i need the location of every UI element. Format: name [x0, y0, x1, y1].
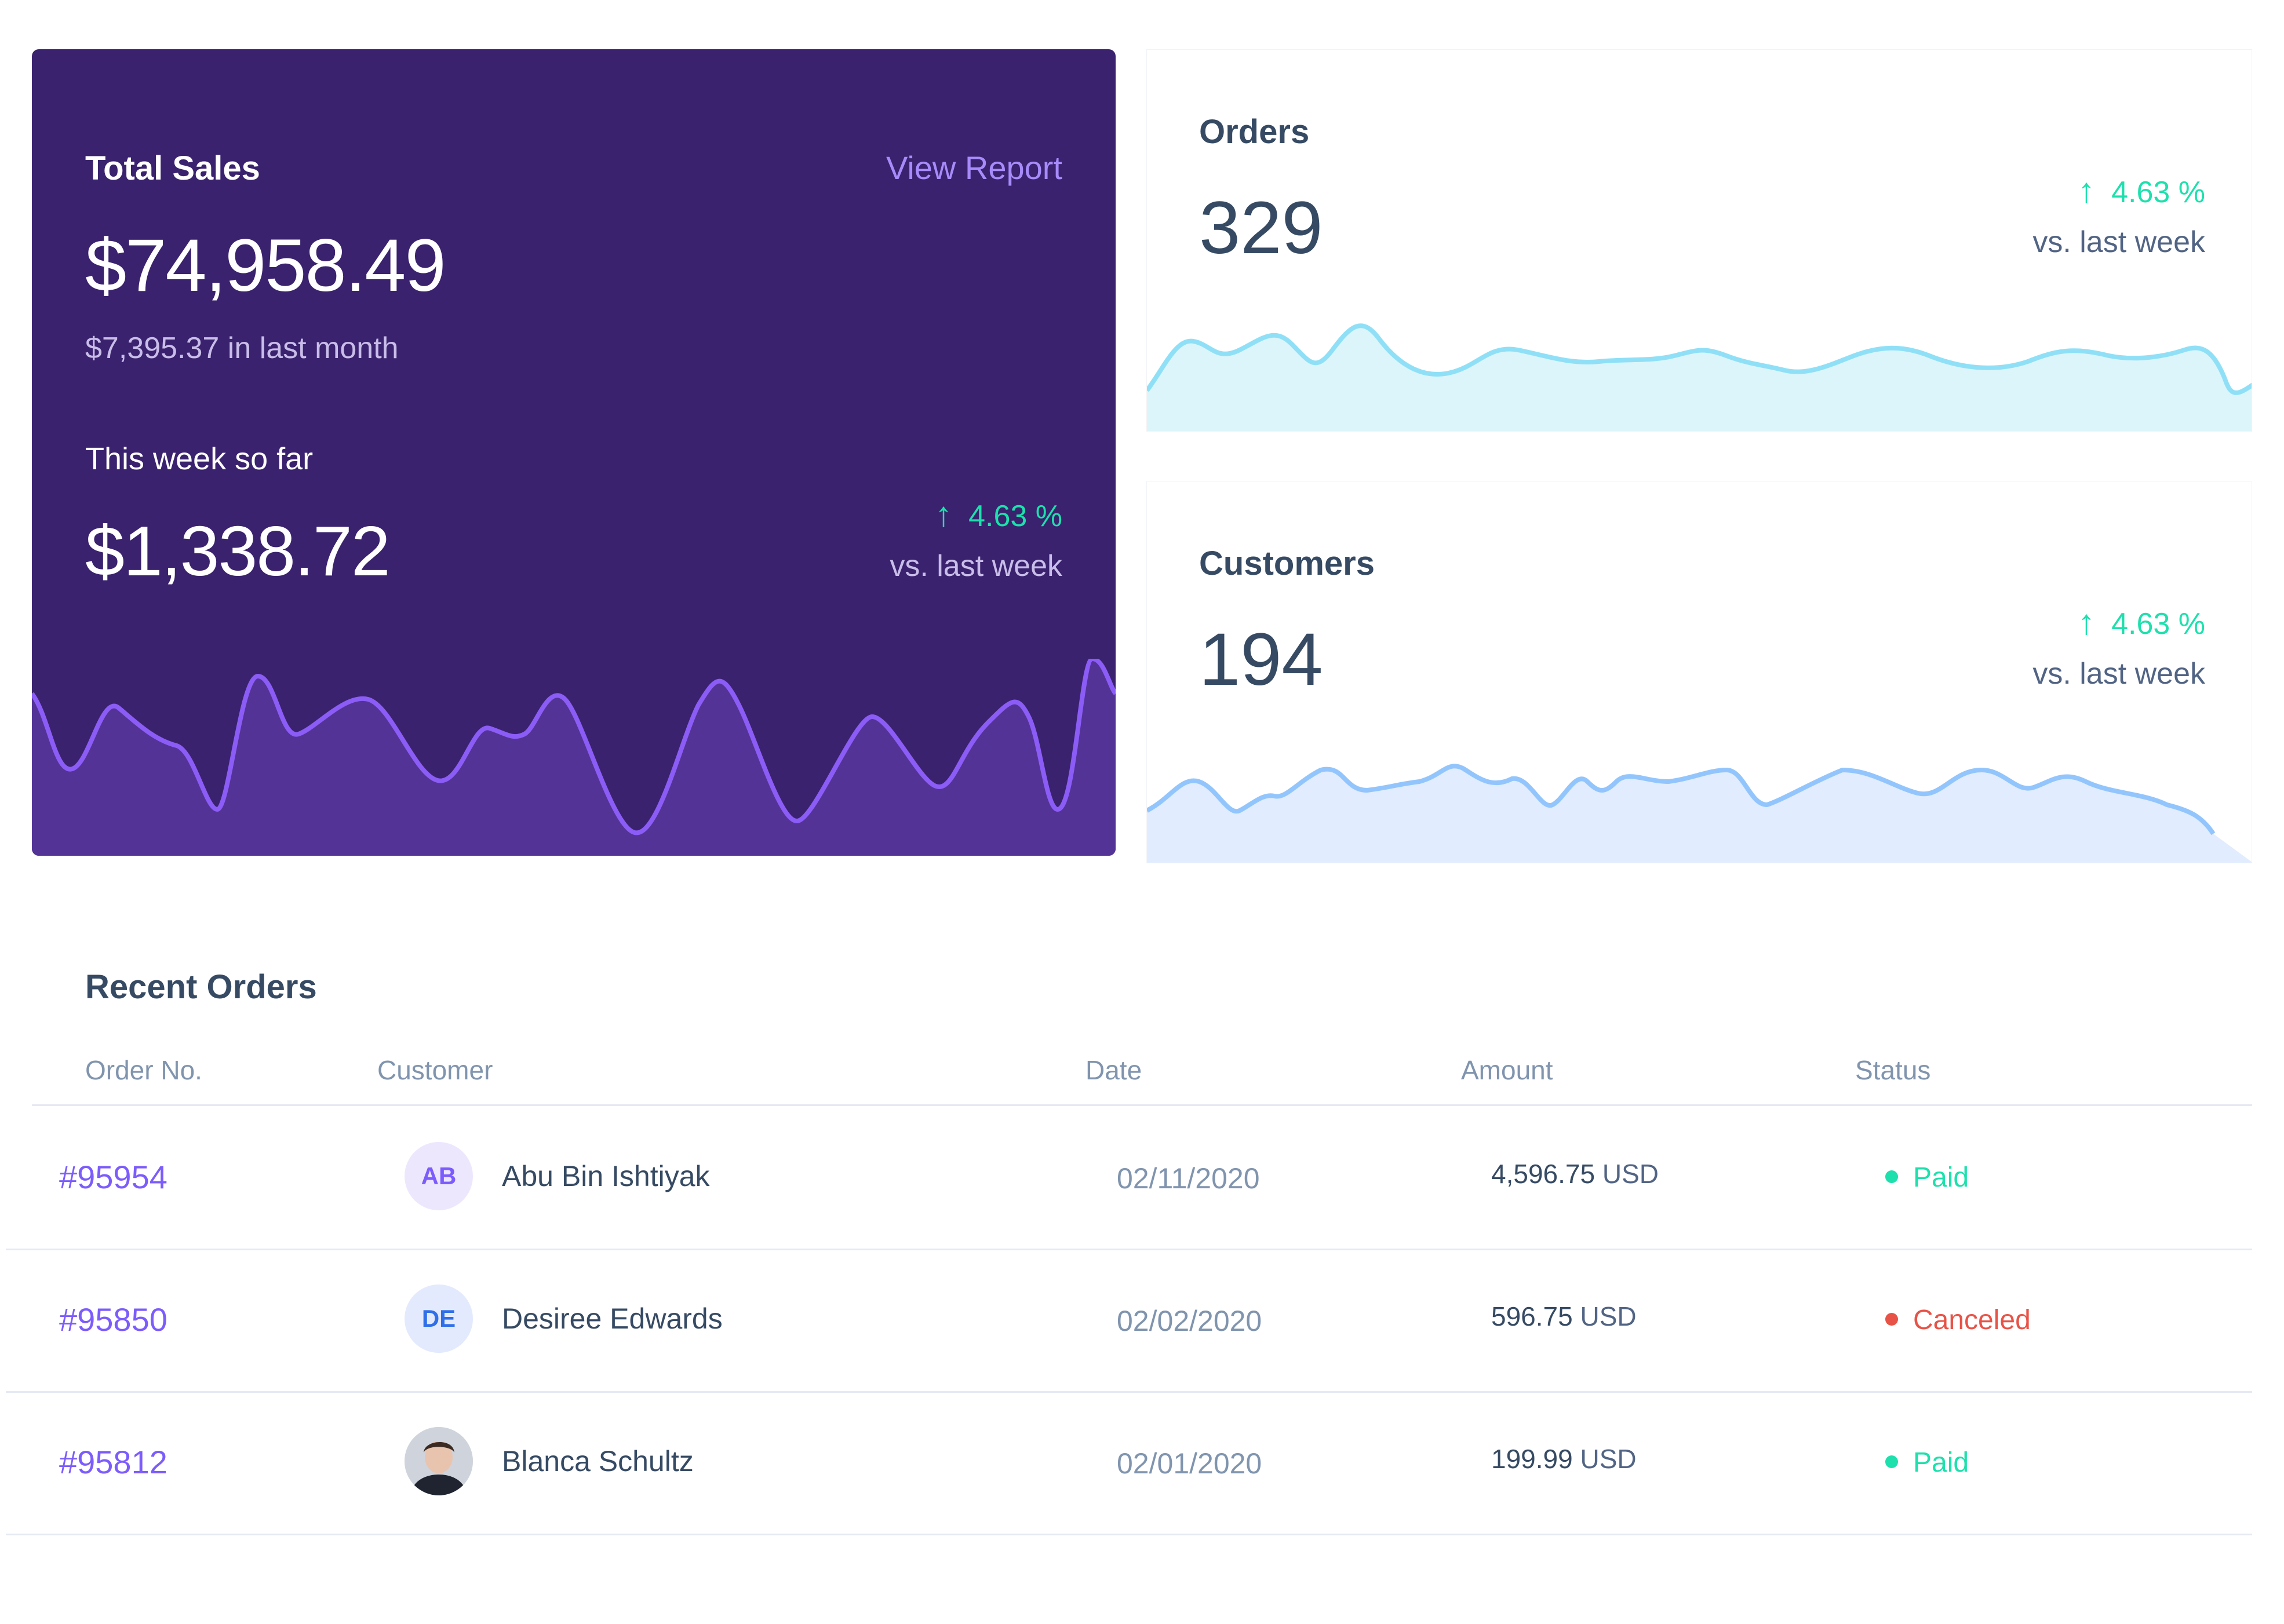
- customers-change-value: 4.63 %: [2111, 607, 2205, 641]
- arrow-up-icon: ↑: [935, 495, 953, 534]
- order-date: 02/01/2020: [1117, 1447, 1262, 1480]
- order-number-link[interactable]: #95954: [59, 1159, 167, 1195]
- arrow-up-icon: ↑: [2078, 171, 2096, 210]
- column-date: Date: [1085, 1055, 1142, 1085]
- amount-value: 596.75: [1491, 1301, 1573, 1331]
- sales-change: ↑ 4.63 % vs. last week: [890, 490, 1062, 591]
- total-sales-card: Total Sales View Report $74,958.49 $7,39…: [32, 49, 1116, 856]
- recent-orders-card: Recent Orders Order No. Customer Date Am…: [6, 921, 2252, 1570]
- status-label: Paid: [1913, 1162, 1969, 1193]
- avatar: DE: [405, 1284, 473, 1353]
- status-dot-icon: [1885, 1455, 1898, 1469]
- orders-change-value: 4.63 %: [2111, 176, 2205, 209]
- sales-sparkline: [32, 659, 1116, 856]
- total-sales-title: Total Sales: [85, 149, 260, 187]
- column-order-no: Order No.: [85, 1055, 202, 1085]
- user-photo-icon: [405, 1427, 473, 1495]
- table-row[interactable]: #95850 DE Desiree Edwards 02/02/2020 596…: [6, 1249, 2252, 1393]
- recent-orders-title: Recent Orders: [85, 968, 317, 1006]
- order-date: 02/02/2020: [1117, 1305, 1262, 1337]
- customers-value: 194: [1199, 618, 1323, 701]
- amount-value: 199.99: [1491, 1444, 1573, 1474]
- customers-card: Customers 194 ↑ 4.63 % vs. last week: [1146, 481, 2252, 863]
- sales-sparkline-area: [32, 659, 1116, 856]
- column-status: Status: [1855, 1055, 1931, 1085]
- status-label: Paid: [1913, 1447, 1969, 1478]
- orders-card: Orders 329 ↑ 4.63 % vs. last week: [1146, 49, 2252, 432]
- this-week-amount: $1,338.72: [85, 512, 391, 590]
- amount-currency: USD: [1602, 1159, 1659, 1189]
- amount-currency: USD: [1580, 1301, 1637, 1331]
- status-dot-icon: [1885, 1170, 1898, 1184]
- arrow-up-icon: ↑: [2078, 603, 2096, 641]
- status-badge: Paid: [1885, 1162, 1969, 1194]
- total-sales-amount: $74,958.49: [85, 224, 446, 307]
- orders-value: 329: [1199, 187, 1323, 269]
- table-row[interactable]: #95812 Blanca Schultz 02/01/2020 199.99 …: [6, 1391, 2252, 1535]
- customer-name: Desiree Edwards: [502, 1302, 723, 1335]
- status-dot-icon: [1885, 1313, 1898, 1326]
- order-amount: 4,596.75 USD: [1491, 1158, 1659, 1189]
- order-number-link[interactable]: #95850: [59, 1301, 167, 1338]
- customers-title: Customers: [1199, 545, 1375, 582]
- orders-title: Orders: [1199, 113, 1310, 151]
- customers-sparkline-area: [1147, 766, 2252, 863]
- table-header: Order No. Customer Date Amount Status: [32, 1037, 2252, 1106]
- customer-name: Blanca Schultz: [502, 1445, 694, 1477]
- customers-change-caption: vs. last week: [2032, 657, 2205, 691]
- this-week-label: This week so far: [85, 441, 314, 476]
- orders-change-caption: vs. last week: [2032, 225, 2205, 259]
- orders-change: ↑ 4.63 % vs. last week: [2032, 166, 2205, 267]
- customers-change: ↑ 4.63 % vs. last week: [2032, 597, 2205, 699]
- order-amount: 596.75 USD: [1491, 1301, 1637, 1332]
- amount-value: 4,596.75: [1491, 1159, 1595, 1189]
- view-report-link[interactable]: View Report: [886, 149, 1062, 186]
- column-customer: Customer: [377, 1055, 493, 1085]
- column-amount: Amount: [1461, 1055, 1553, 1085]
- sales-sparkline-line: [32, 659, 1116, 835]
- avatar: [405, 1427, 473, 1495]
- order-amount: 199.99 USD: [1491, 1443, 1637, 1475]
- customers-sparkline-line: [1147, 764, 2216, 835]
- status-badge: Paid: [1885, 1447, 1969, 1479]
- sales-change-value: 4.63 %: [968, 499, 1062, 533]
- amount-currency: USD: [1580, 1444, 1637, 1474]
- orders-sparkline: [1147, 323, 2252, 431]
- customers-sparkline: [1147, 764, 2252, 863]
- status-badge: Canceled: [1885, 1304, 2031, 1336]
- status-label: Canceled: [1913, 1305, 2031, 1335]
- orders-sparkline-line: [1147, 323, 2252, 395]
- avatar: AB: [405, 1142, 473, 1210]
- order-number-link[interactable]: #95812: [59, 1444, 167, 1480]
- last-month-amount: $7,395.37 in last month: [85, 331, 399, 365]
- order-date: 02/11/2020: [1117, 1162, 1260, 1195]
- orders-sparkline-area: [1147, 326, 2252, 431]
- sales-change-caption: vs. last week: [890, 549, 1062, 583]
- table-row[interactable]: #95954 AB Abu Bin Ishtiyak 02/11/2020 4,…: [6, 1106, 2252, 1250]
- customer-name: Abu Bin Ishtiyak: [502, 1160, 710, 1192]
